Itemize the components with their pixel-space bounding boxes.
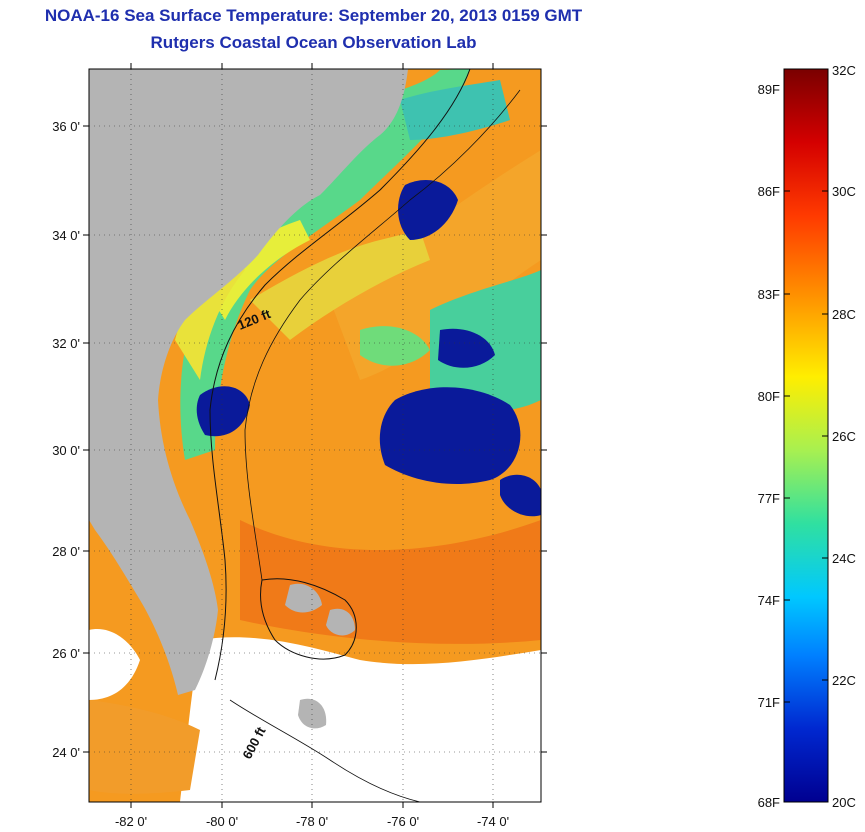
colorbar-gradient [783,68,829,803]
colorbar-f-label: 80F [758,389,780,404]
sst-map: 120 ft 600 ft [89,69,541,802]
colorbar-c-label: 28C [832,307,856,322]
lon-label: -78 0' [296,814,328,829]
lon-label: -74 0' [477,814,509,829]
colorbar-c-label: 30C [832,184,856,199]
map-grid [89,69,541,802]
colorbar-f-label: 74F [758,593,780,608]
map-ticks [83,63,547,808]
map-frame [88,68,542,803]
lat-label: 34 0' [52,228,80,243]
latitude-labels: 36 0' 34 0' 32 0' 30 0' 28 0' 26 0' 24 0… [52,119,80,760]
colorbar-c-label: 24C [832,551,856,566]
colorbar-c-label: 32C [832,63,856,78]
lon-label: -82 0' [115,814,147,829]
colorbar-c-label: 20C [832,795,856,810]
lat-label: 32 0' [52,336,80,351]
lat-label: 36 0' [52,119,80,134]
lat-label: 26 0' [52,646,80,661]
map-subtitle: Rutgers Coastal Ocean Observation Lab [150,33,477,52]
colorbar-f-label: 71F [758,695,780,710]
lat-label: 30 0' [52,443,80,458]
colorbar-c-label: 26C [832,429,856,444]
colorbar-f-label: 89F [758,82,780,97]
colorbar-f-label: 86F [758,184,780,199]
map-title: NOAA-16 Sea Surface Temperature: Septemb… [44,6,583,25]
colorbar-f-label: 68F [758,795,780,810]
lat-label: 28 0' [52,544,80,559]
colorbar-f-label: 77F [758,491,780,506]
lon-label: -80 0' [206,814,238,829]
colorbar-c-label: 22C [832,673,856,688]
colorbar-f-label: 83F [758,287,780,302]
lon-label: -76 0' [387,814,419,829]
lat-label: 24 0' [52,745,80,760]
longitude-labels: -82 0' -80 0' -78 0' -76 0' -74 0' [115,814,509,829]
colorbar: 89F 86F 83F 80F 77F 74F 71F 68F 32C 30C … [758,63,856,810]
